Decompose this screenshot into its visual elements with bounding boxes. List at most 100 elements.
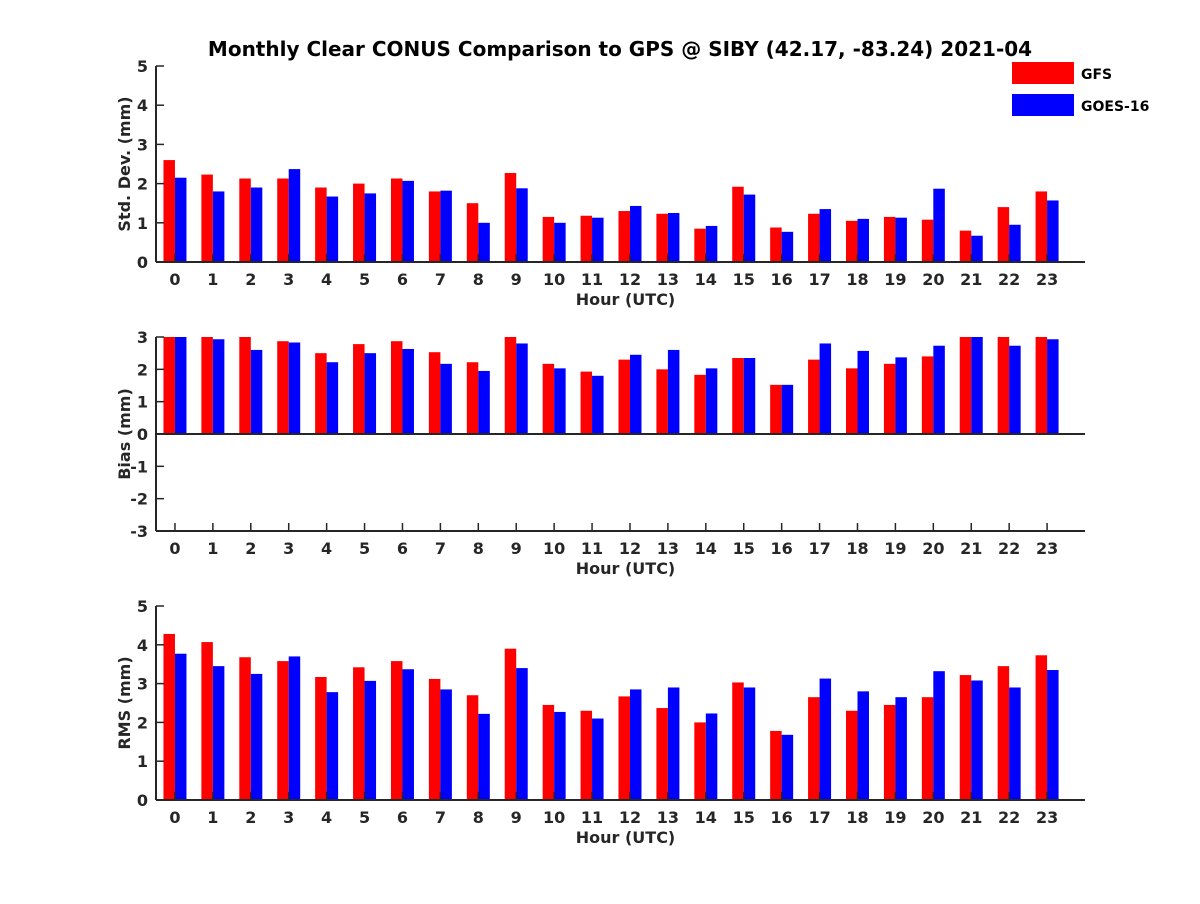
x-tick-label-rms: 8 bbox=[473, 808, 484, 827]
x-tick-label-rms: 10 bbox=[543, 808, 565, 827]
x-tick-label-std-dev: 12 bbox=[619, 270, 641, 289]
y-tick-label-std-dev: 1 bbox=[137, 214, 148, 233]
bar-bias-goes16-hour-20 bbox=[933, 345, 945, 434]
bar-std-dev-goes16-hour-12 bbox=[629, 205, 642, 262]
bar-bias-goes16-hour-1 bbox=[212, 339, 225, 434]
bar-std-dev-goes16-hour-15 bbox=[743, 194, 756, 262]
x-tick-label-rms: 17 bbox=[808, 808, 830, 827]
bar-std-dev-goes16-hour-20 bbox=[933, 188, 945, 262]
x-tick-label-std-dev: 17 bbox=[808, 270, 830, 289]
bar-rms-goes16-hour-16 bbox=[781, 734, 794, 800]
x-tick-label-bias: 23 bbox=[1036, 539, 1058, 558]
x-tick-label-rms: 3 bbox=[283, 808, 294, 827]
x-tick-label-rms: 2 bbox=[245, 808, 256, 827]
bar-rms-gfs-hour-9 bbox=[504, 648, 517, 800]
bar-bias-gfs-hour-7 bbox=[428, 352, 441, 434]
bar-rms-gfs-hour-19 bbox=[883, 704, 896, 800]
x-axis-label-std-dev: Hour (UTC) bbox=[576, 290, 676, 309]
x-tick-label-std-dev: 4 bbox=[321, 270, 332, 289]
y-tick-label-std-dev: 5 bbox=[137, 57, 148, 76]
x-tick-label-rms: 6 bbox=[397, 808, 408, 827]
bar-std-dev-gfs-hour-14 bbox=[694, 228, 706, 262]
bar-rms-gfs-hour-17 bbox=[808, 697, 820, 800]
bar-bias-goes16-hour-11 bbox=[592, 375, 604, 434]
bar-bias-goes16-hour-14 bbox=[705, 368, 718, 434]
bar-std-dev-goes16-hour-4 bbox=[326, 196, 339, 262]
bar-bias-goes16-hour-3 bbox=[288, 342, 301, 434]
x-tick-label-rms: 13 bbox=[657, 808, 679, 827]
bar-std-dev-goes16-hour-1 bbox=[212, 191, 225, 262]
x-tick-label-rms: 20 bbox=[922, 808, 944, 827]
bar-std-dev-gfs-hour-10 bbox=[542, 216, 555, 262]
bar-bias-gfs-hour-17 bbox=[808, 359, 820, 434]
bar-bias-gfs-hour-5 bbox=[353, 344, 365, 434]
x-tick-label-bias: 21 bbox=[960, 539, 982, 558]
bar-rms-goes16-hour-21 bbox=[971, 680, 983, 800]
x-tick-label-std-dev: 0 bbox=[169, 270, 180, 289]
bar-bias-goes16-hour-12 bbox=[629, 354, 642, 434]
bar-bias-gfs-hour-1 bbox=[201, 337, 213, 434]
bar-bias-gfs-hour-16 bbox=[770, 384, 782, 434]
x-tick-label-rms: 4 bbox=[321, 808, 332, 827]
bar-rms-gfs-hour-15 bbox=[732, 682, 744, 800]
legend-swatch-gfs bbox=[1012, 62, 1074, 84]
bar-std-dev-gfs-hour-3 bbox=[277, 178, 289, 262]
bar-bias-gfs-hour-9 bbox=[504, 337, 517, 434]
x-tick-label-rms: 15 bbox=[733, 808, 755, 827]
y-tick-label-std-dev: 0 bbox=[137, 253, 148, 272]
x-tick-label-bias: 19 bbox=[884, 539, 906, 558]
y-tick-label-bias: 0 bbox=[137, 425, 148, 444]
bar-rms-goes16-hour-8 bbox=[478, 713, 490, 800]
x-axis-label-rms: Hour (UTC) bbox=[576, 828, 676, 847]
bar-bias-gfs-hour-3 bbox=[277, 341, 289, 434]
bar-std-dev-gfs-hour-2 bbox=[239, 178, 251, 262]
bar-std-dev-goes16-hour-7 bbox=[440, 190, 452, 262]
x-tick-label-std-dev: 7 bbox=[435, 270, 446, 289]
bar-std-dev-goes16-hour-13 bbox=[667, 213, 680, 262]
bar-std-dev-goes16-hour-16 bbox=[781, 231, 794, 262]
y-tick-label-std-dev: 4 bbox=[137, 96, 148, 115]
bar-rms-gfs-hour-4 bbox=[315, 677, 327, 800]
bar-bias-gfs-hour-6 bbox=[390, 341, 403, 434]
bar-std-dev-goes16-hour-11 bbox=[592, 217, 604, 262]
x-tick-label-bias: 5 bbox=[359, 539, 370, 558]
bar-rms-goes16-hour-22 bbox=[1009, 687, 1021, 800]
x-tick-label-bias: 10 bbox=[543, 539, 565, 558]
legend-label-gfs: GFS bbox=[1081, 67, 1112, 83]
bar-std-dev-goes16-hour-5 bbox=[364, 193, 377, 262]
x-tick-label-bias: 13 bbox=[657, 539, 679, 558]
x-tick-label-bias: 0 bbox=[169, 539, 180, 558]
y-axis-label-rms: RMS (mm) bbox=[115, 656, 134, 749]
bar-bias-goes16-hour-13 bbox=[667, 349, 680, 434]
bar-bias-goes16-hour-0 bbox=[174, 337, 187, 434]
bar-bias-goes16-hour-4 bbox=[326, 362, 339, 434]
bar-rms-goes16-hour-15 bbox=[743, 687, 756, 800]
y-tick-label-rms: 2 bbox=[137, 713, 148, 732]
x-tick-label-bias: 18 bbox=[846, 539, 868, 558]
y-tick-label-std-dev: 2 bbox=[137, 175, 148, 194]
x-tick-label-bias: 2 bbox=[245, 539, 256, 558]
x-tick-label-bias: 11 bbox=[581, 539, 603, 558]
bar-std-dev-gfs-hour-7 bbox=[428, 191, 441, 262]
y-tick-label-std-dev: 3 bbox=[137, 135, 148, 154]
x-tick-label-std-dev: 9 bbox=[511, 270, 522, 289]
bar-std-dev-gfs-hour-5 bbox=[353, 183, 365, 262]
bar-std-dev-goes16-hour-14 bbox=[705, 225, 718, 262]
bar-bias-gfs-hour-20 bbox=[921, 356, 934, 434]
bar-rms-goes16-hour-14 bbox=[705, 713, 718, 800]
bar-std-dev-gfs-hour-23 bbox=[1035, 191, 1048, 262]
x-tick-label-rms: 0 bbox=[169, 808, 180, 827]
bar-rms-gfs-hour-22 bbox=[997, 666, 1010, 800]
bar-bias-goes16-hour-10 bbox=[554, 368, 566, 434]
x-tick-label-std-dev: 6 bbox=[397, 270, 408, 289]
bar-std-dev-gfs-hour-18 bbox=[845, 220, 858, 262]
x-tick-label-std-dev: 18 bbox=[846, 270, 868, 289]
legend-swatch-goes16 bbox=[1012, 94, 1074, 116]
x-axis-label-bias: Hour (UTC) bbox=[576, 559, 676, 578]
bar-std-dev-goes16-hour-9 bbox=[516, 188, 528, 262]
bar-rms-gfs-hour-16 bbox=[770, 730, 782, 800]
bar-rms-gfs-hour-20 bbox=[921, 697, 934, 800]
bar-bias-goes16-hour-19 bbox=[895, 357, 907, 434]
bar-std-dev-goes16-hour-0 bbox=[174, 177, 187, 262]
